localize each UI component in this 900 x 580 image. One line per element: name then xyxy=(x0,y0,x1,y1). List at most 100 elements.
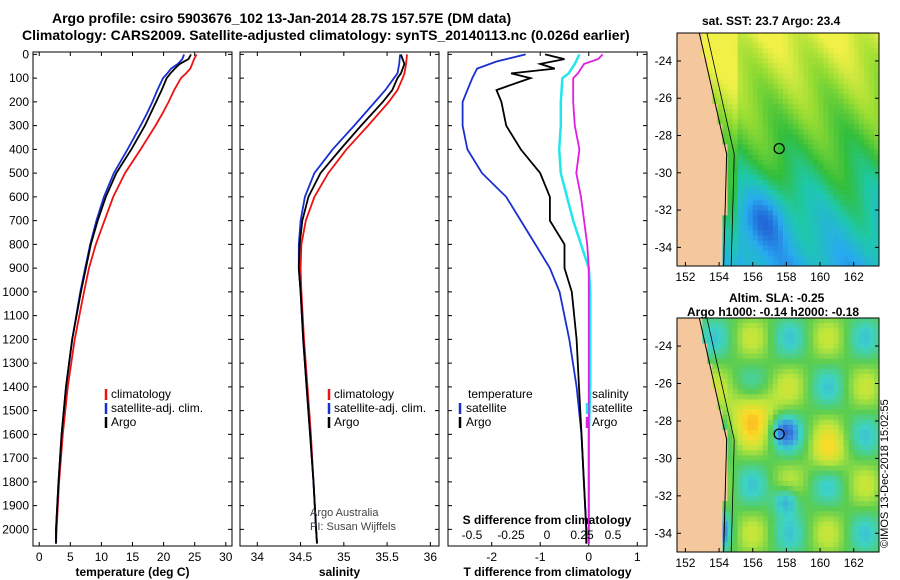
map-cell xyxy=(697,144,703,150)
map-cell xyxy=(727,58,733,64)
map-cell xyxy=(803,195,809,201)
map-cell xyxy=(853,333,860,339)
map-cell xyxy=(868,184,875,191)
map-cell xyxy=(687,225,693,231)
map-cell xyxy=(798,83,804,90)
map-cell xyxy=(747,154,754,160)
map-cell xyxy=(778,353,784,359)
map-cell xyxy=(818,83,824,90)
map-cell xyxy=(712,260,718,267)
map-cell xyxy=(747,220,754,226)
map-cell xyxy=(737,343,743,349)
map-cell xyxy=(818,531,824,538)
map-cell xyxy=(682,210,688,216)
map-cell xyxy=(858,164,865,171)
map-cell xyxy=(813,43,819,49)
map-cell xyxy=(863,460,870,466)
map-cell xyxy=(707,368,713,375)
map-cell xyxy=(737,318,743,324)
map-cell xyxy=(828,328,834,334)
map-cell xyxy=(752,470,759,476)
map-cell xyxy=(702,318,708,324)
map-cell xyxy=(848,363,855,370)
map-cell xyxy=(853,98,860,105)
map-cell xyxy=(858,399,865,405)
map-cell xyxy=(863,338,870,344)
map-cell xyxy=(692,506,698,512)
map-cell xyxy=(752,114,759,120)
map-cell xyxy=(677,445,683,451)
map-cell xyxy=(798,399,804,405)
map-cell xyxy=(772,114,779,120)
map-cell xyxy=(702,379,708,385)
map-cell xyxy=(833,501,839,507)
map-cell xyxy=(702,419,708,426)
map-cell xyxy=(833,43,839,49)
map-cell xyxy=(722,384,728,390)
map-cell xyxy=(757,480,764,487)
map-cell xyxy=(848,190,855,196)
map-cell xyxy=(783,323,789,329)
map-cell xyxy=(823,190,829,196)
map-cell xyxy=(803,174,809,181)
map-cell xyxy=(752,225,759,231)
map-cell xyxy=(788,455,794,461)
map-cell xyxy=(848,384,855,390)
map-cell xyxy=(778,33,784,39)
map-cell xyxy=(868,373,875,380)
map-cell xyxy=(788,511,794,517)
map-cell xyxy=(737,255,743,262)
map-cell xyxy=(772,496,779,502)
map-cell xyxy=(838,255,844,262)
map-cell xyxy=(692,353,698,359)
map-cell xyxy=(828,98,834,105)
map-cell xyxy=(818,368,824,375)
map-cell xyxy=(697,63,703,69)
map-cell xyxy=(843,235,849,241)
map-cell xyxy=(712,323,718,329)
map-cell xyxy=(838,384,844,390)
map-cell xyxy=(788,220,794,226)
map-cell xyxy=(778,225,784,231)
map-cell xyxy=(813,536,819,543)
map-cell xyxy=(677,440,683,446)
map-cell xyxy=(838,389,844,395)
map-cell xyxy=(757,363,764,370)
map-cell xyxy=(833,195,839,201)
map-cell xyxy=(717,506,723,512)
map-cell xyxy=(732,139,738,145)
map-cell xyxy=(808,174,814,181)
depth-tick-label: 1200 xyxy=(2,332,29,346)
map-cell xyxy=(692,179,698,186)
map-cell xyxy=(778,53,784,59)
map-cell xyxy=(783,541,789,548)
map-cell xyxy=(828,429,834,436)
map-cell xyxy=(722,98,728,105)
map-cell xyxy=(747,424,754,431)
map-cell xyxy=(732,103,738,110)
map-cell xyxy=(828,475,834,482)
map-cell xyxy=(833,179,839,186)
map-cell xyxy=(828,255,834,262)
map-cell xyxy=(737,220,743,226)
map-cell xyxy=(818,134,824,140)
legend-label: Argo xyxy=(466,415,492,429)
map-cell xyxy=(737,63,743,69)
map-cell xyxy=(692,368,698,375)
map-cell xyxy=(808,190,814,196)
map-cell xyxy=(712,159,718,165)
map-cell xyxy=(727,179,733,186)
map-cell xyxy=(843,200,849,206)
map-cell xyxy=(742,536,748,543)
map-cell xyxy=(858,103,865,110)
map-cell xyxy=(702,526,708,532)
map-cell xyxy=(737,348,743,354)
map-cell xyxy=(823,521,829,527)
map-cell xyxy=(863,536,870,543)
profile-location-marker xyxy=(773,142,785,155)
map-cell xyxy=(757,190,764,196)
map-cell xyxy=(747,159,754,165)
map-cell xyxy=(747,195,754,201)
map-cell xyxy=(793,250,799,257)
map-cell xyxy=(868,63,875,69)
